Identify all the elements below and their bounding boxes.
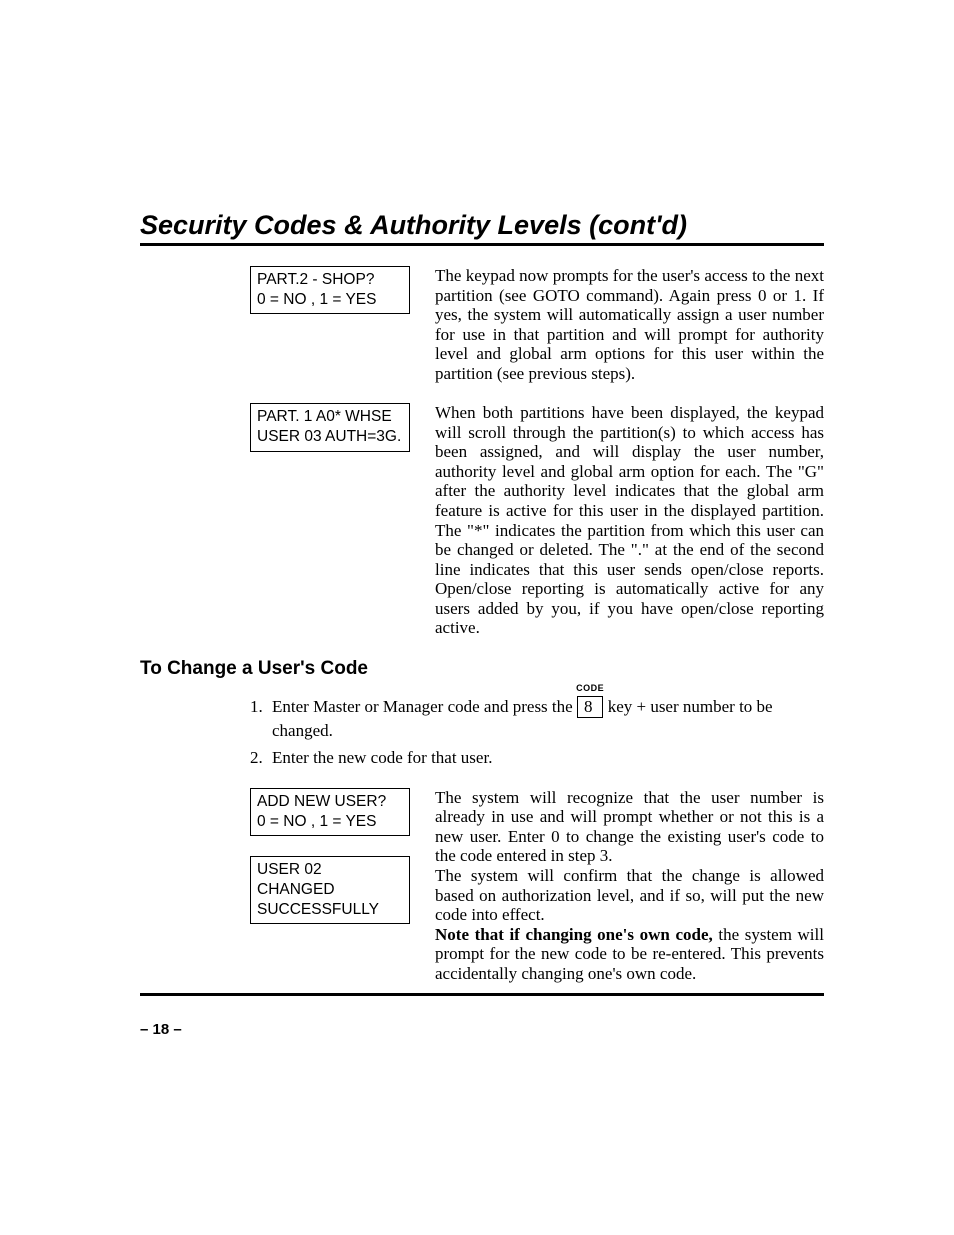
step-number: 2. [250, 746, 272, 771]
display-line: USER 03 AUTH=3G. [257, 427, 403, 447]
bottom-rule [140, 993, 824, 996]
description-text: The keypad now prompts for the user's ac… [435, 266, 824, 383]
description-text: Note that if changing one's own code, th… [435, 925, 824, 984]
keypad-display-box: PART.2 - SHOP? 0 = NO , 1 = YES [250, 266, 410, 314]
display-line: ADD NEW USER? [257, 792, 403, 812]
display-line: PART. 1 A0* WHSE [257, 407, 403, 427]
description-text: The system will recognize that the user … [435, 788, 824, 866]
display-line: 0 = NO , 1 = YES [257, 290, 403, 310]
display-column: ADD NEW USER? 0 = NO , 1 = YES USER 02 C… [250, 788, 435, 925]
display-line: PART.2 - SHOP? [257, 270, 403, 290]
display-line: USER 02 CHANGED [257, 860, 403, 900]
section-subheading: To Change a User's Code [140, 658, 824, 680]
content-row: PART.2 - SHOP? 0 = NO , 1 = YES The keyp… [250, 266, 824, 383]
bold-text: Note that if changing one's own code, [435, 925, 718, 944]
step-text: Enter Master or Manager code and press t… [272, 695, 824, 744]
description-text: When both partitions have been displayed… [435, 403, 824, 638]
step-text: Enter the new code for that user. [272, 746, 824, 771]
keypad-display-box: ADD NEW USER? 0 = NO , 1 = YES [250, 788, 410, 836]
display-line: 0 = NO , 1 = YES [257, 812, 403, 832]
step-text-pre: Enter Master or Manager code and press t… [272, 697, 577, 716]
keypad-display-box: PART. 1 A0* WHSE USER 03 AUTH=3G. [250, 403, 410, 451]
step-item: 1. Enter Master or Manager code and pres… [250, 695, 824, 744]
display-column: PART. 1 A0* WHSE USER 03 AUTH=3G. [250, 403, 435, 451]
step-number: 1. [250, 695, 272, 744]
display-column: PART.2 - SHOP? 0 = NO , 1 = YES [250, 266, 435, 314]
key-label: CODE [576, 682, 604, 695]
steps-list: 1. Enter Master or Manager code and pres… [250, 695, 824, 771]
document-page: Security Codes & Authority Levels (cont'… [0, 0, 954, 1235]
step-item: 2. Enter the new code for that user. [250, 746, 824, 771]
key-icon: 8 [577, 696, 604, 718]
content-row: ADD NEW USER? 0 = NO , 1 = YES USER 02 C… [250, 788, 824, 983]
key-icon-wrap: CODE 8 [577, 695, 604, 720]
page-number: – 18 – [140, 1021, 824, 1038]
keypad-display-box: USER 02 CHANGED SUCCESSFULLY [250, 856, 410, 924]
page-title: Security Codes & Authority Levels (cont'… [140, 210, 824, 246]
display-line: SUCCESSFULLY [257, 900, 403, 920]
description-column: The system will recognize that the user … [435, 788, 824, 983]
content-row: PART. 1 A0* WHSE USER 03 AUTH=3G. When b… [250, 403, 824, 638]
description-text: The system will confirm that the change … [435, 866, 824, 925]
